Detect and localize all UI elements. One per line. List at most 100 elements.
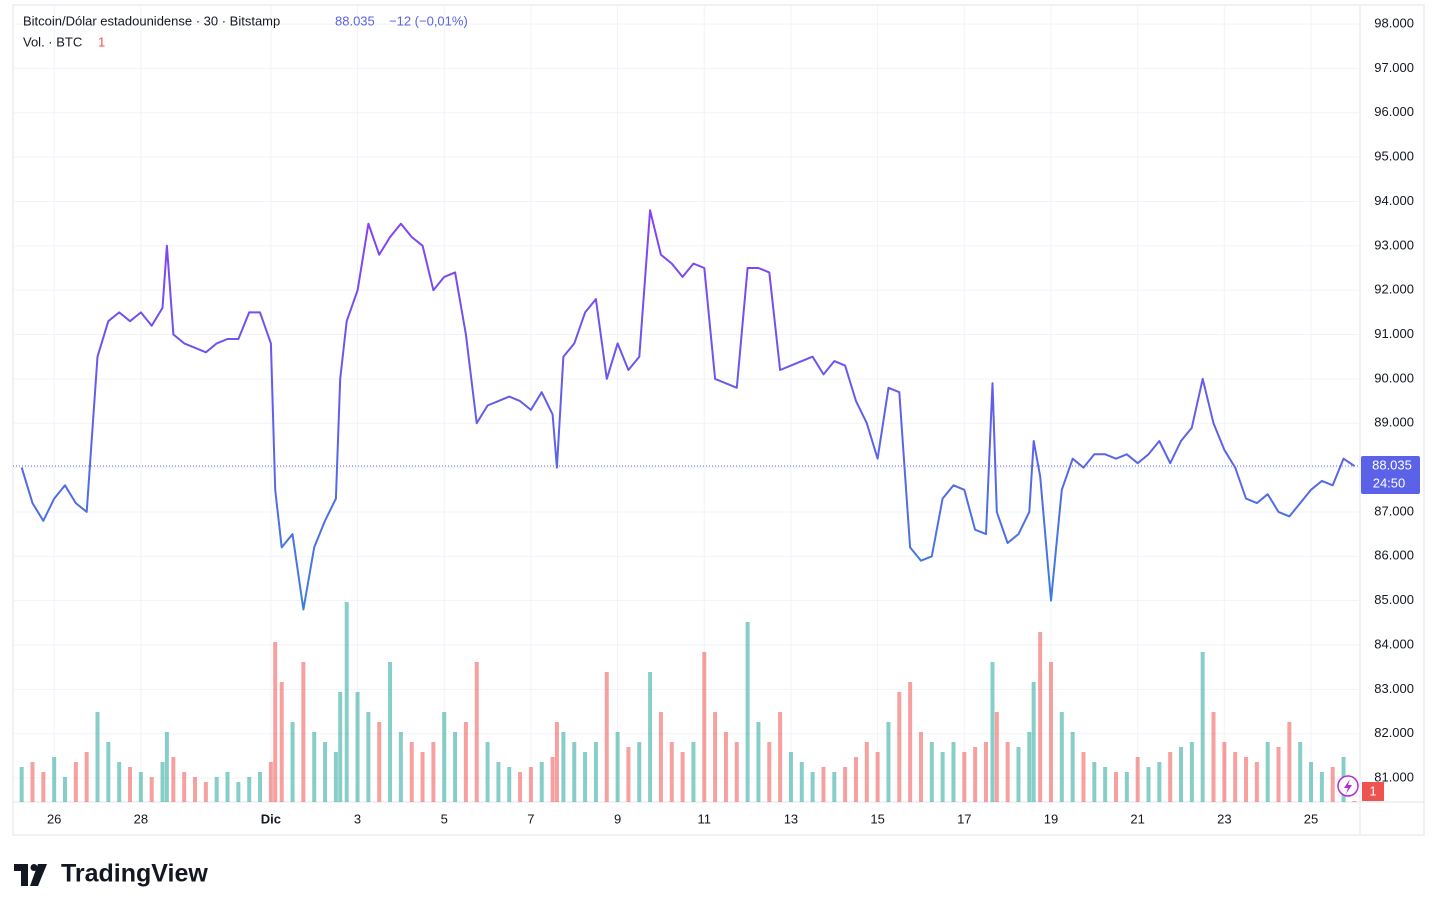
- volume-bar: [41, 772, 46, 802]
- volume-bar: [680, 752, 685, 802]
- volume-bar: [756, 722, 761, 802]
- volume-title: Vol. · BTC: [23, 34, 82, 49]
- volume-bar: [333, 752, 338, 802]
- volume-bar: [897, 692, 902, 802]
- volume-bar: [344, 602, 349, 802]
- volume-bar: [1031, 682, 1036, 802]
- y-tick-label: 92.000: [1374, 282, 1414, 297]
- volume-bar: [301, 662, 306, 802]
- volume-bar: [875, 752, 880, 802]
- volume-bar: [106, 742, 111, 802]
- volume-bar: [247, 777, 252, 802]
- y-tick-label: 84.000: [1374, 636, 1414, 651]
- volume-bar: [583, 752, 588, 802]
- volume-bar: [398, 732, 403, 802]
- volume-bar: [843, 767, 848, 802]
- volume-bar: [864, 742, 869, 802]
- volume-bar: [1157, 762, 1162, 802]
- volume-bar: [1005, 742, 1010, 802]
- volume-bar: [648, 672, 653, 802]
- volume-bar: [290, 722, 295, 802]
- volume-bar: [973, 747, 978, 802]
- volume-bar: [593, 742, 598, 802]
- volume-bar: [637, 742, 642, 802]
- x-tick-label: 17: [957, 811, 971, 826]
- x-tick-label: 5: [441, 811, 448, 826]
- volume-bar: [908, 682, 913, 802]
- volume-bar: [713, 712, 718, 802]
- x-tick-label: 9: [614, 811, 621, 826]
- x-tick-label: 3: [354, 811, 361, 826]
- volume-bar: [1081, 752, 1086, 802]
- y-tick-label: 83.000: [1374, 681, 1414, 696]
- volume-bar: [669, 742, 674, 802]
- brand: TradingView: [61, 860, 208, 888]
- price-line: [20, 209, 1355, 611]
- volume-bar: [1016, 747, 1021, 802]
- x-tick-label: 19: [1044, 811, 1058, 826]
- x-tick-label: 21: [1130, 811, 1144, 826]
- y-tick-label: 82.000: [1374, 725, 1414, 740]
- frame: [12, 4, 1425, 836]
- brand-logo: [14, 864, 47, 886]
- volume-bar: [615, 732, 620, 802]
- volume-bar: [1222, 742, 1227, 802]
- x-tick-label: 23: [1217, 811, 1231, 826]
- last-price-box: [1361, 456, 1420, 495]
- volume-bar: [1276, 747, 1281, 802]
- countdown: 24:50: [1373, 475, 1406, 490]
- volume-bar: [1070, 732, 1075, 802]
- volume-badge: [1362, 782, 1384, 801]
- volume-bar: [258, 772, 263, 802]
- volume-bar: [273, 642, 278, 802]
- volume-last: 1: [98, 34, 105, 49]
- y-tick-label: 87.000: [1374, 503, 1414, 518]
- volume-bar: [799, 762, 804, 802]
- y-tick-label: 89.000: [1374, 415, 1414, 430]
- last-price: 88.035: [335, 13, 375, 28]
- volume-bar: [1244, 757, 1249, 802]
- y-tick-label: 85.000: [1374, 592, 1414, 607]
- chart-title: Bitcoin/Dólar estadounidense · 30 · Bits…: [23, 13, 280, 28]
- volume-bar: [1168, 752, 1173, 802]
- x-tick-label: 13: [784, 811, 798, 826]
- volume-bar: [409, 742, 414, 802]
- last-price-label: 88.035: [1372, 457, 1412, 472]
- volume-bar: [366, 712, 371, 802]
- volume-bar: [19, 767, 24, 802]
- volume-bar: [203, 782, 208, 802]
- volume-bar: [312, 732, 317, 802]
- volume-bar: [1048, 662, 1053, 802]
- volume-bar: [994, 712, 999, 802]
- volume-bar: [442, 712, 447, 802]
- volume-bar: [550, 757, 555, 802]
- volume-bar: [604, 672, 609, 802]
- volume-bar: [918, 732, 923, 802]
- volume-bar: [990, 662, 995, 802]
- volume-bar: [1287, 722, 1292, 802]
- volume-bar: [832, 772, 837, 802]
- volume-bar: [1103, 767, 1108, 802]
- lightning-icon[interactable]: [1337, 775, 1359, 797]
- y-tick-label: 86.000: [1374, 548, 1414, 563]
- x-tick-label: 7: [527, 811, 534, 826]
- volume-bar: [626, 747, 631, 802]
- volume-bar: [1189, 742, 1194, 802]
- volume-bar: [1298, 742, 1303, 802]
- volume-bar: [788, 752, 793, 802]
- volume-bar: [1113, 772, 1118, 802]
- price-change: −12 (−0,01%): [389, 13, 468, 28]
- volume-bar: [63, 777, 68, 802]
- volume-bar: [951, 742, 956, 802]
- y-tick-label: 98.000: [1374, 16, 1414, 31]
- volume-bar: [1330, 767, 1335, 802]
- x-tick-label: 28: [134, 811, 148, 826]
- volume-bar: [463, 722, 468, 802]
- y-tick-label: 94.000: [1374, 193, 1414, 208]
- volume-bar: [95, 712, 100, 802]
- x-tick-label: Dic: [261, 811, 281, 826]
- volume-bar: [1059, 712, 1064, 802]
- volume-bar: [474, 662, 479, 802]
- volume-bar: [268, 762, 273, 802]
- volume-bar: [983, 742, 988, 802]
